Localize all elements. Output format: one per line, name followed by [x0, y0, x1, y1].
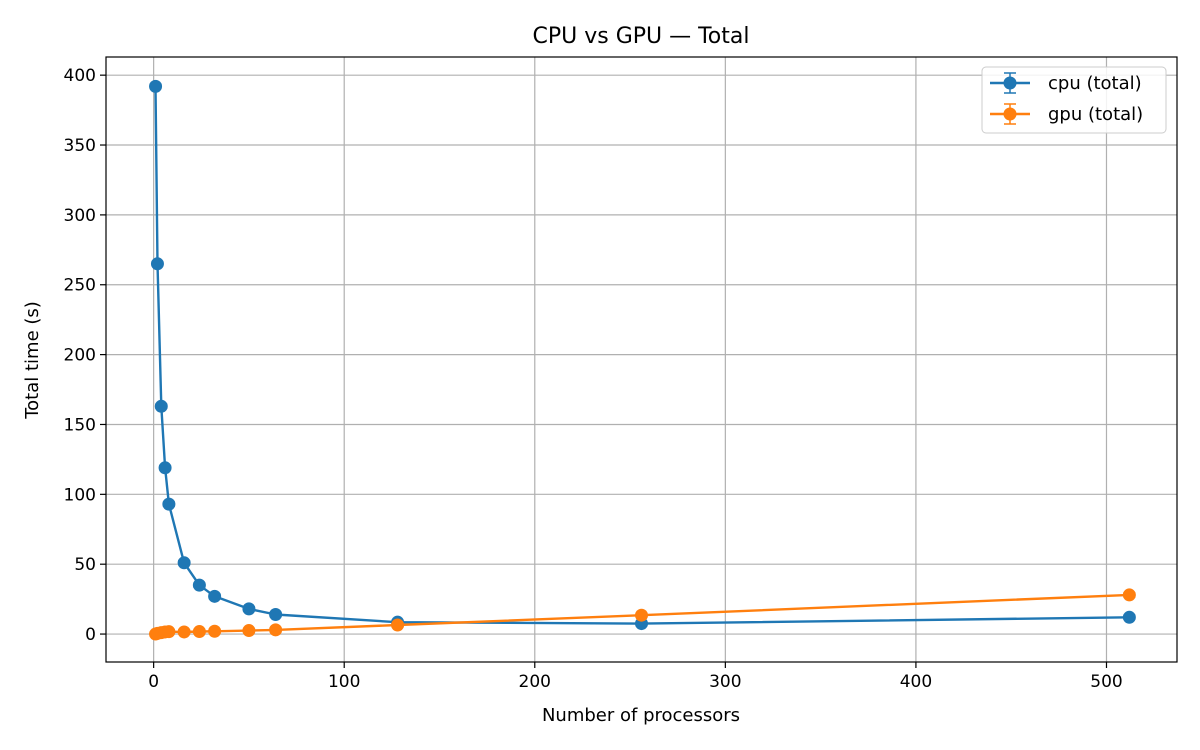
legend-marker	[1003, 107, 1017, 121]
data-point	[154, 399, 168, 413]
y-tick-label: 150	[64, 415, 96, 435]
data-point	[242, 602, 256, 616]
data-point	[192, 625, 206, 639]
x-tick-label: 200	[519, 672, 551, 692]
y-tick-label: 100	[64, 485, 96, 505]
plot-area-frame	[105, 56, 1178, 663]
data-point	[1122, 588, 1136, 602]
data-point	[162, 625, 176, 639]
x-tick-label: 400	[900, 672, 932, 692]
data-point	[635, 608, 648, 622]
data-point	[158, 461, 172, 475]
data-point	[150, 257, 164, 271]
data-point	[242, 624, 256, 638]
y-tick-label: 300	[64, 206, 96, 226]
x-tick-label: 500	[1090, 672, 1122, 692]
y-tick-label: 50	[74, 555, 96, 575]
x-axis-title: Number of processors	[542, 705, 740, 726]
data-point	[208, 589, 222, 603]
series-1	[149, 588, 1136, 641]
x-tick-label: 100	[328, 672, 360, 692]
grid	[106, 57, 1177, 662]
legend-item: cpu (total)	[990, 72, 1142, 94]
data-point	[208, 624, 222, 638]
legend: cpu (total) gpu (total)	[981, 66, 1167, 134]
data-point	[391, 618, 405, 632]
legend-label: gpu (total)	[1048, 104, 1143, 125]
chart-title: CPU vs GPU — Total	[533, 24, 750, 49]
y-tick-label: 350	[64, 136, 96, 156]
data-point	[177, 556, 191, 570]
y-tick-label: 250	[64, 276, 96, 296]
x-tick-label: 300	[709, 672, 741, 692]
legend-label: cpu (total)	[1048, 73, 1142, 94]
data-point	[269, 623, 283, 637]
legend-item: gpu (total)	[990, 103, 1143, 125]
data-point	[1122, 610, 1136, 624]
data-point	[149, 79, 163, 93]
y-tick-label: 0	[85, 625, 96, 645]
data-point	[269, 607, 283, 621]
y-axis-title: Total time (s)	[22, 301, 43, 420]
series-layer	[149, 79, 1136, 641]
axis-ticks: 0 100 200 300 400 500 0 50 100 150 200 250 300 350 400	[64, 66, 1123, 692]
data-point	[192, 578, 206, 592]
data-point	[162, 497, 176, 511]
legend-marker	[1003, 76, 1017, 90]
x-tick-label: 0	[148, 672, 159, 692]
y-tick-label: 400	[64, 66, 96, 86]
y-tick-label: 200	[64, 346, 96, 366]
data-point	[177, 625, 191, 639]
